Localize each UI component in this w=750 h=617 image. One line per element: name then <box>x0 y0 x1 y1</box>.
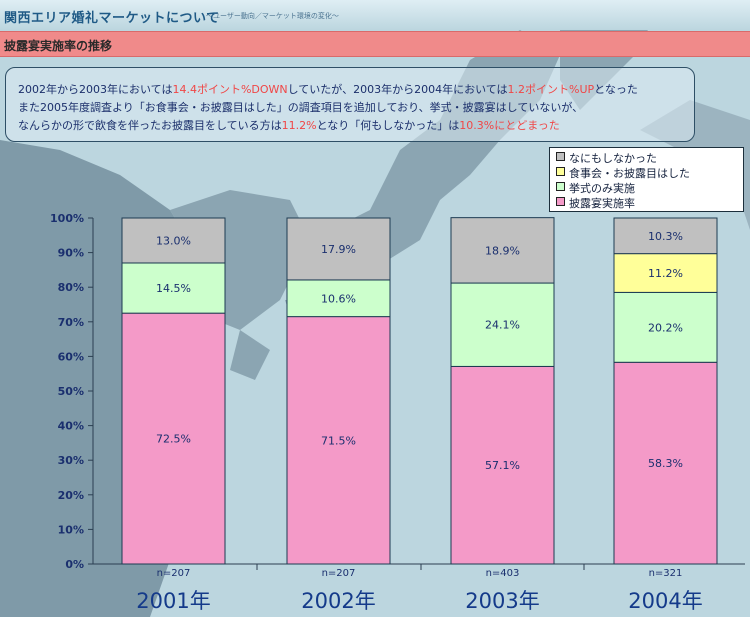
legend-swatch <box>556 197 565 206</box>
legend-label: なにもしなかった <box>569 152 657 165</box>
legend-swatch <box>556 167 565 176</box>
bar-value-label: 10.6% <box>321 292 356 305</box>
y-tick-label: 90% <box>58 247 84 260</box>
summary-line-2: また2005年度調査より「お食事会・お披露目はした」の調査項目を追加しており、挙… <box>18 101 584 114</box>
legend-item-ceremony-only: 挙式のみ実施 <box>556 180 635 195</box>
legend-label: 食事会・お披露目はした <box>569 167 690 180</box>
bar-value-label: 57.1% <box>485 459 520 472</box>
bar-segment <box>286 217 391 281</box>
y-tick-label: 30% <box>58 454 84 467</box>
y-tick-label: 10% <box>58 523 84 536</box>
bar-segment <box>613 253 718 293</box>
chart-legend: なにもしなかった 食事会・お披露目はした 挙式のみ実施 披露宴実施率 <box>549 147 744 212</box>
bar-value-label: 72.5% <box>156 433 191 446</box>
bar-segment <box>450 217 555 284</box>
bar-value-label: 20.2% <box>648 321 683 334</box>
summary-box: 2002年から2003年においては14.4ポイント%DOWNしていたが、2003… <box>5 67 695 142</box>
category-label: 2002年 <box>301 589 375 613</box>
summary-line-1: 2002年から2003年においては14.4ポイント%DOWNしていたが、2003… <box>18 81 638 97</box>
legend-label: 挙式のみ実施 <box>569 182 635 195</box>
bar-segment <box>450 365 555 565</box>
y-tick-label: 60% <box>58 350 84 363</box>
summary-text: していたが、2003年から2004年においては <box>287 83 508 96</box>
category-label: 2001年 <box>136 589 210 613</box>
bar-segment <box>613 291 718 363</box>
y-tick-label: 0% <box>65 558 84 571</box>
stacked-bar-chart: 0% 10% 20% 30% 40% 50% 60% 70% 80% 90% 100% 72.5% 14… <box>50 212 745 613</box>
y-tick-label: 70% <box>58 316 84 329</box>
y-tick-label: 100% <box>50 212 84 225</box>
bar-value-label: 17.9% <box>321 243 356 256</box>
bar-segment <box>121 312 226 565</box>
sample-size-label: n=321 <box>649 568 683 579</box>
summary-highlight: 11.2% <box>281 119 317 132</box>
bar-value-label: 58.3% <box>648 457 683 470</box>
summary-text: なんらかの形で飲食を伴ったお披露目をしている方は <box>18 119 282 132</box>
legend-label: 披露宴実施率 <box>569 197 635 210</box>
sample-size-label: n=207 <box>157 568 191 579</box>
y-tick-label: 20% <box>58 489 84 502</box>
bar-value-label: 11.2% <box>648 267 683 280</box>
y-tick-label: 50% <box>58 385 84 398</box>
summary-line-3: なんらかの形で飲食を伴ったお披露目をしている方は11.2%となり「何もしなかった… <box>18 117 560 133</box>
y-tick-label: 80% <box>58 281 84 294</box>
legend-item-reception: 披露宴実施率 <box>556 195 635 210</box>
legend-item-nothing: なにもしなかった <box>556 150 657 165</box>
sample-size-label: n=403 <box>486 568 520 579</box>
category-label: 2003年 <box>465 589 539 613</box>
page-subtitle: 〜ユーザー動向／マーケット環境の変化〜 <box>206 12 339 20</box>
title-bar: 関西エリア婚礼マーケットについて 〜ユーザー動向／マーケット環境の変化〜 <box>0 0 750 30</box>
bar-segment <box>121 217 226 264</box>
bar-segment <box>286 316 391 565</box>
bar-segment <box>121 262 226 314</box>
summary-highlight: 10.3%にとどまった <box>459 119 560 132</box>
legend-swatch <box>556 152 565 161</box>
bar-value-label: 18.9% <box>485 244 520 257</box>
category-label: 2004年 <box>628 589 702 613</box>
bar-segment <box>613 361 718 565</box>
bar-segment <box>450 282 555 367</box>
bar-value-label: 14.5% <box>156 282 191 295</box>
section-header: 披露宴実施率の推移 <box>0 31 750 57</box>
bar-segment <box>613 217 718 255</box>
section-title: 披露宴実施率の推移 <box>4 39 113 53</box>
summary-text: となった <box>594 83 638 96</box>
legend-item-dinner: 食事会・お披露目はした <box>556 165 690 180</box>
bar-value-label: 24.1% <box>485 319 520 332</box>
legend-swatch <box>556 182 565 191</box>
bar-value-label: 71.5% <box>321 434 356 447</box>
summary-highlight: 1.2ポイント%UP <box>507 83 595 96</box>
summary-text: 2002年から2003年においては <box>18 83 173 96</box>
y-tick-label: 40% <box>58 420 84 433</box>
page-title: 関西エリア婚礼マーケットについて <box>4 11 220 26</box>
bar-value-label: 13.0% <box>156 234 191 247</box>
summary-highlight: 14.4ポイント%DOWN <box>172 83 288 96</box>
sample-size-label: n=207 <box>322 568 356 579</box>
bar-value-label: 10.3% <box>648 230 683 243</box>
summary-text: となり「何もしなかった」は <box>316 119 460 132</box>
